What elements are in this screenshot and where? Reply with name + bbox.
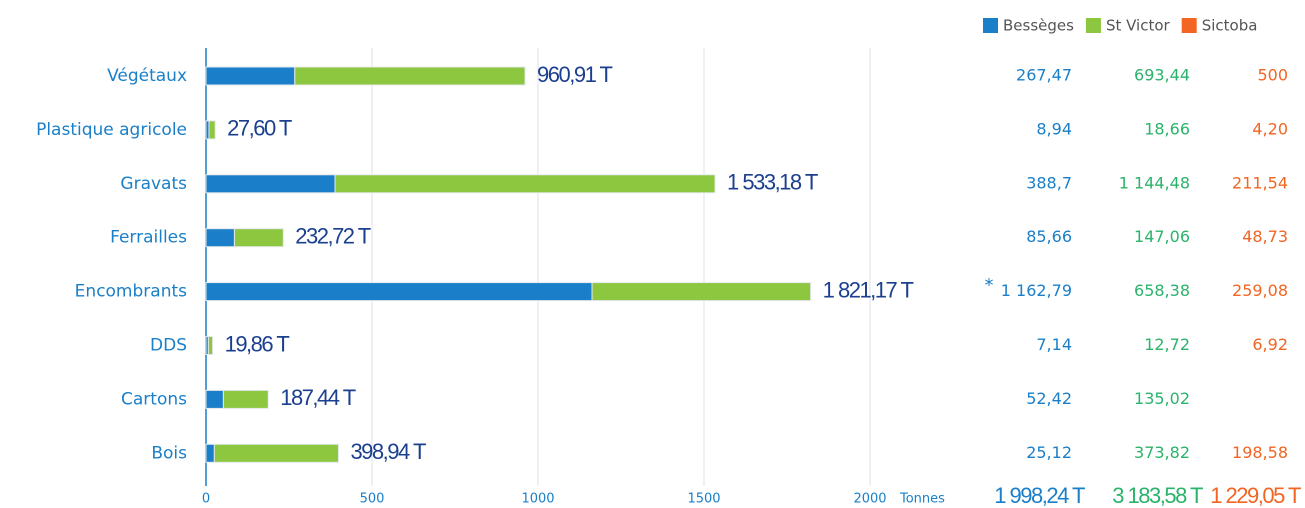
bar-segment bbox=[205, 282, 593, 302]
bar-segment bbox=[294, 66, 526, 86]
value-label: 135,02 bbox=[1134, 389, 1190, 408]
category-label: Gravats bbox=[120, 174, 187, 194]
value-label: 25,12 bbox=[1026, 443, 1072, 462]
total-label: 1 533,18 T bbox=[727, 170, 818, 195]
legend-swatch bbox=[1181, 18, 1197, 33]
bar-segment bbox=[205, 66, 296, 86]
x-axis-label: Tonnes bbox=[899, 492, 945, 507]
legend-label: Sictoba bbox=[1202, 17, 1258, 35]
value-label: 1 162,79 bbox=[1001, 281, 1072, 300]
bar-segment bbox=[213, 443, 339, 463]
value-label: 211,54 bbox=[1232, 173, 1288, 192]
value-label: 85,66 bbox=[1026, 227, 1072, 246]
value-label: 18,66 bbox=[1144, 119, 1190, 138]
value-label: 52,42 bbox=[1026, 389, 1072, 408]
category-label: DDS bbox=[150, 336, 187, 356]
bar-segment bbox=[222, 389, 269, 409]
total-label: 187,44 T bbox=[280, 385, 356, 410]
x-tick-label: 2000 bbox=[853, 492, 886, 507]
value-label: 198,58 bbox=[1232, 443, 1288, 462]
legend-label: St Victor bbox=[1106, 17, 1171, 35]
legend-swatch bbox=[1085, 18, 1101, 33]
category-label: Ferrailles bbox=[110, 228, 187, 248]
value-label: 259,08 bbox=[1232, 281, 1288, 300]
value-label: 388,7 bbox=[1026, 173, 1072, 192]
value-label: 48,73 bbox=[1242, 227, 1288, 246]
total-label: 1 821,17 T bbox=[823, 277, 914, 302]
category-label: Plastique agricole bbox=[36, 120, 187, 140]
annotation: * bbox=[985, 275, 994, 296]
category-label: Cartons bbox=[121, 389, 187, 409]
bar-segment bbox=[208, 120, 216, 140]
total-label: 19,86 T bbox=[225, 331, 290, 356]
value-label: 1 144,48 bbox=[1119, 173, 1190, 192]
series-total: 3 183,58 T bbox=[1112, 483, 1203, 508]
value-label: 8,94 bbox=[1036, 119, 1072, 138]
total-label: 232,72 T bbox=[295, 224, 371, 249]
x-tick-label: 1500 bbox=[687, 492, 720, 507]
series-total: 1 229,05 T bbox=[1210, 483, 1301, 508]
total-label: 27,60 T bbox=[227, 116, 292, 141]
value-label: 7,14 bbox=[1036, 335, 1072, 354]
total-label: 960,91 T bbox=[537, 62, 613, 87]
x-tick-label: 500 bbox=[360, 492, 385, 507]
category-label: Encombrants bbox=[75, 282, 187, 302]
legend-swatch bbox=[983, 18, 998, 33]
bar-segment bbox=[205, 228, 235, 248]
value-label: 267,47 bbox=[1016, 66, 1072, 85]
category-label: Végétaux bbox=[107, 66, 187, 86]
value-label: 147,06 bbox=[1134, 227, 1190, 246]
category-label: Bois bbox=[151, 443, 187, 463]
value-label: 500 bbox=[1257, 66, 1288, 85]
bar-segment bbox=[205, 389, 224, 409]
legend-label: Bessèges bbox=[1003, 17, 1074, 35]
total-label: 398,94 T bbox=[350, 439, 426, 464]
bar-segment bbox=[334, 174, 716, 194]
value-label: 4,20 bbox=[1252, 119, 1288, 138]
bar-segment bbox=[591, 282, 812, 302]
x-tick-label: 1000 bbox=[521, 492, 554, 507]
value-label: 693,44 bbox=[1134, 66, 1190, 85]
value-label: 6,92 bbox=[1252, 335, 1288, 354]
bar-segment bbox=[233, 228, 284, 248]
bar-segment bbox=[205, 174, 336, 194]
value-label: 373,82 bbox=[1134, 443, 1190, 462]
bar-segment bbox=[205, 443, 215, 463]
value-label: 658,38 bbox=[1134, 281, 1190, 300]
series-total: 1 998,24 T bbox=[994, 483, 1085, 508]
value-label: 12,72 bbox=[1144, 335, 1190, 354]
x-tick-label: 0 bbox=[202, 492, 210, 507]
bar-segment bbox=[207, 336, 214, 355]
